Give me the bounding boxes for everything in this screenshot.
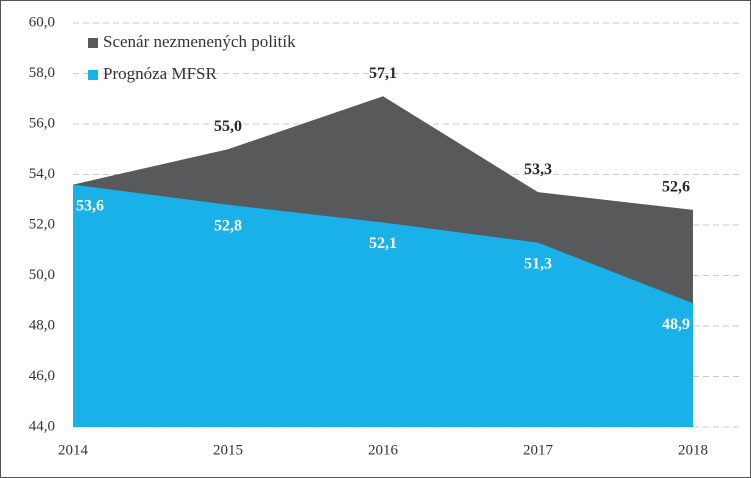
- data-label: 48,9: [662, 316, 690, 333]
- legend-swatch: [88, 38, 98, 48]
- x-tick-label: 2014: [58, 442, 89, 458]
- x-tick-label: 2015: [213, 442, 243, 458]
- area: [73, 184, 693, 427]
- data-label: 55,0: [214, 118, 242, 135]
- x-tick-label: 2017: [523, 442, 554, 458]
- y-tick-label: 50,0: [29, 267, 55, 283]
- legend-label: Scenár nezmenených politík: [103, 32, 296, 51]
- y-tick-label: 54,0: [29, 166, 55, 182]
- y-tick-label: 48,0: [29, 317, 55, 333]
- legend-label: Prognóza MFSR: [103, 64, 217, 83]
- data-label: 57,1: [369, 65, 397, 82]
- data-label: 52,1: [369, 235, 397, 252]
- x-tick-label: 2018: [678, 442, 708, 458]
- legend-swatch: [88, 70, 98, 80]
- data-label: 53,6: [76, 197, 104, 214]
- y-tick-label: 58,0: [29, 65, 55, 81]
- y-tick-label: 46,0: [29, 368, 55, 384]
- y-tick-label: 56,0: [29, 115, 55, 131]
- y-tick-label: 60,0: [29, 14, 55, 30]
- data-label: 52,8: [214, 217, 242, 234]
- data-label: 53,3: [524, 161, 552, 178]
- data-label: 52,6: [662, 179, 690, 196]
- x-tick-label: 2016: [368, 442, 399, 458]
- data-label: 51,3: [524, 255, 552, 272]
- y-tick-label: 52,0: [29, 216, 55, 232]
- y-tick-label: 44,0: [29, 418, 55, 434]
